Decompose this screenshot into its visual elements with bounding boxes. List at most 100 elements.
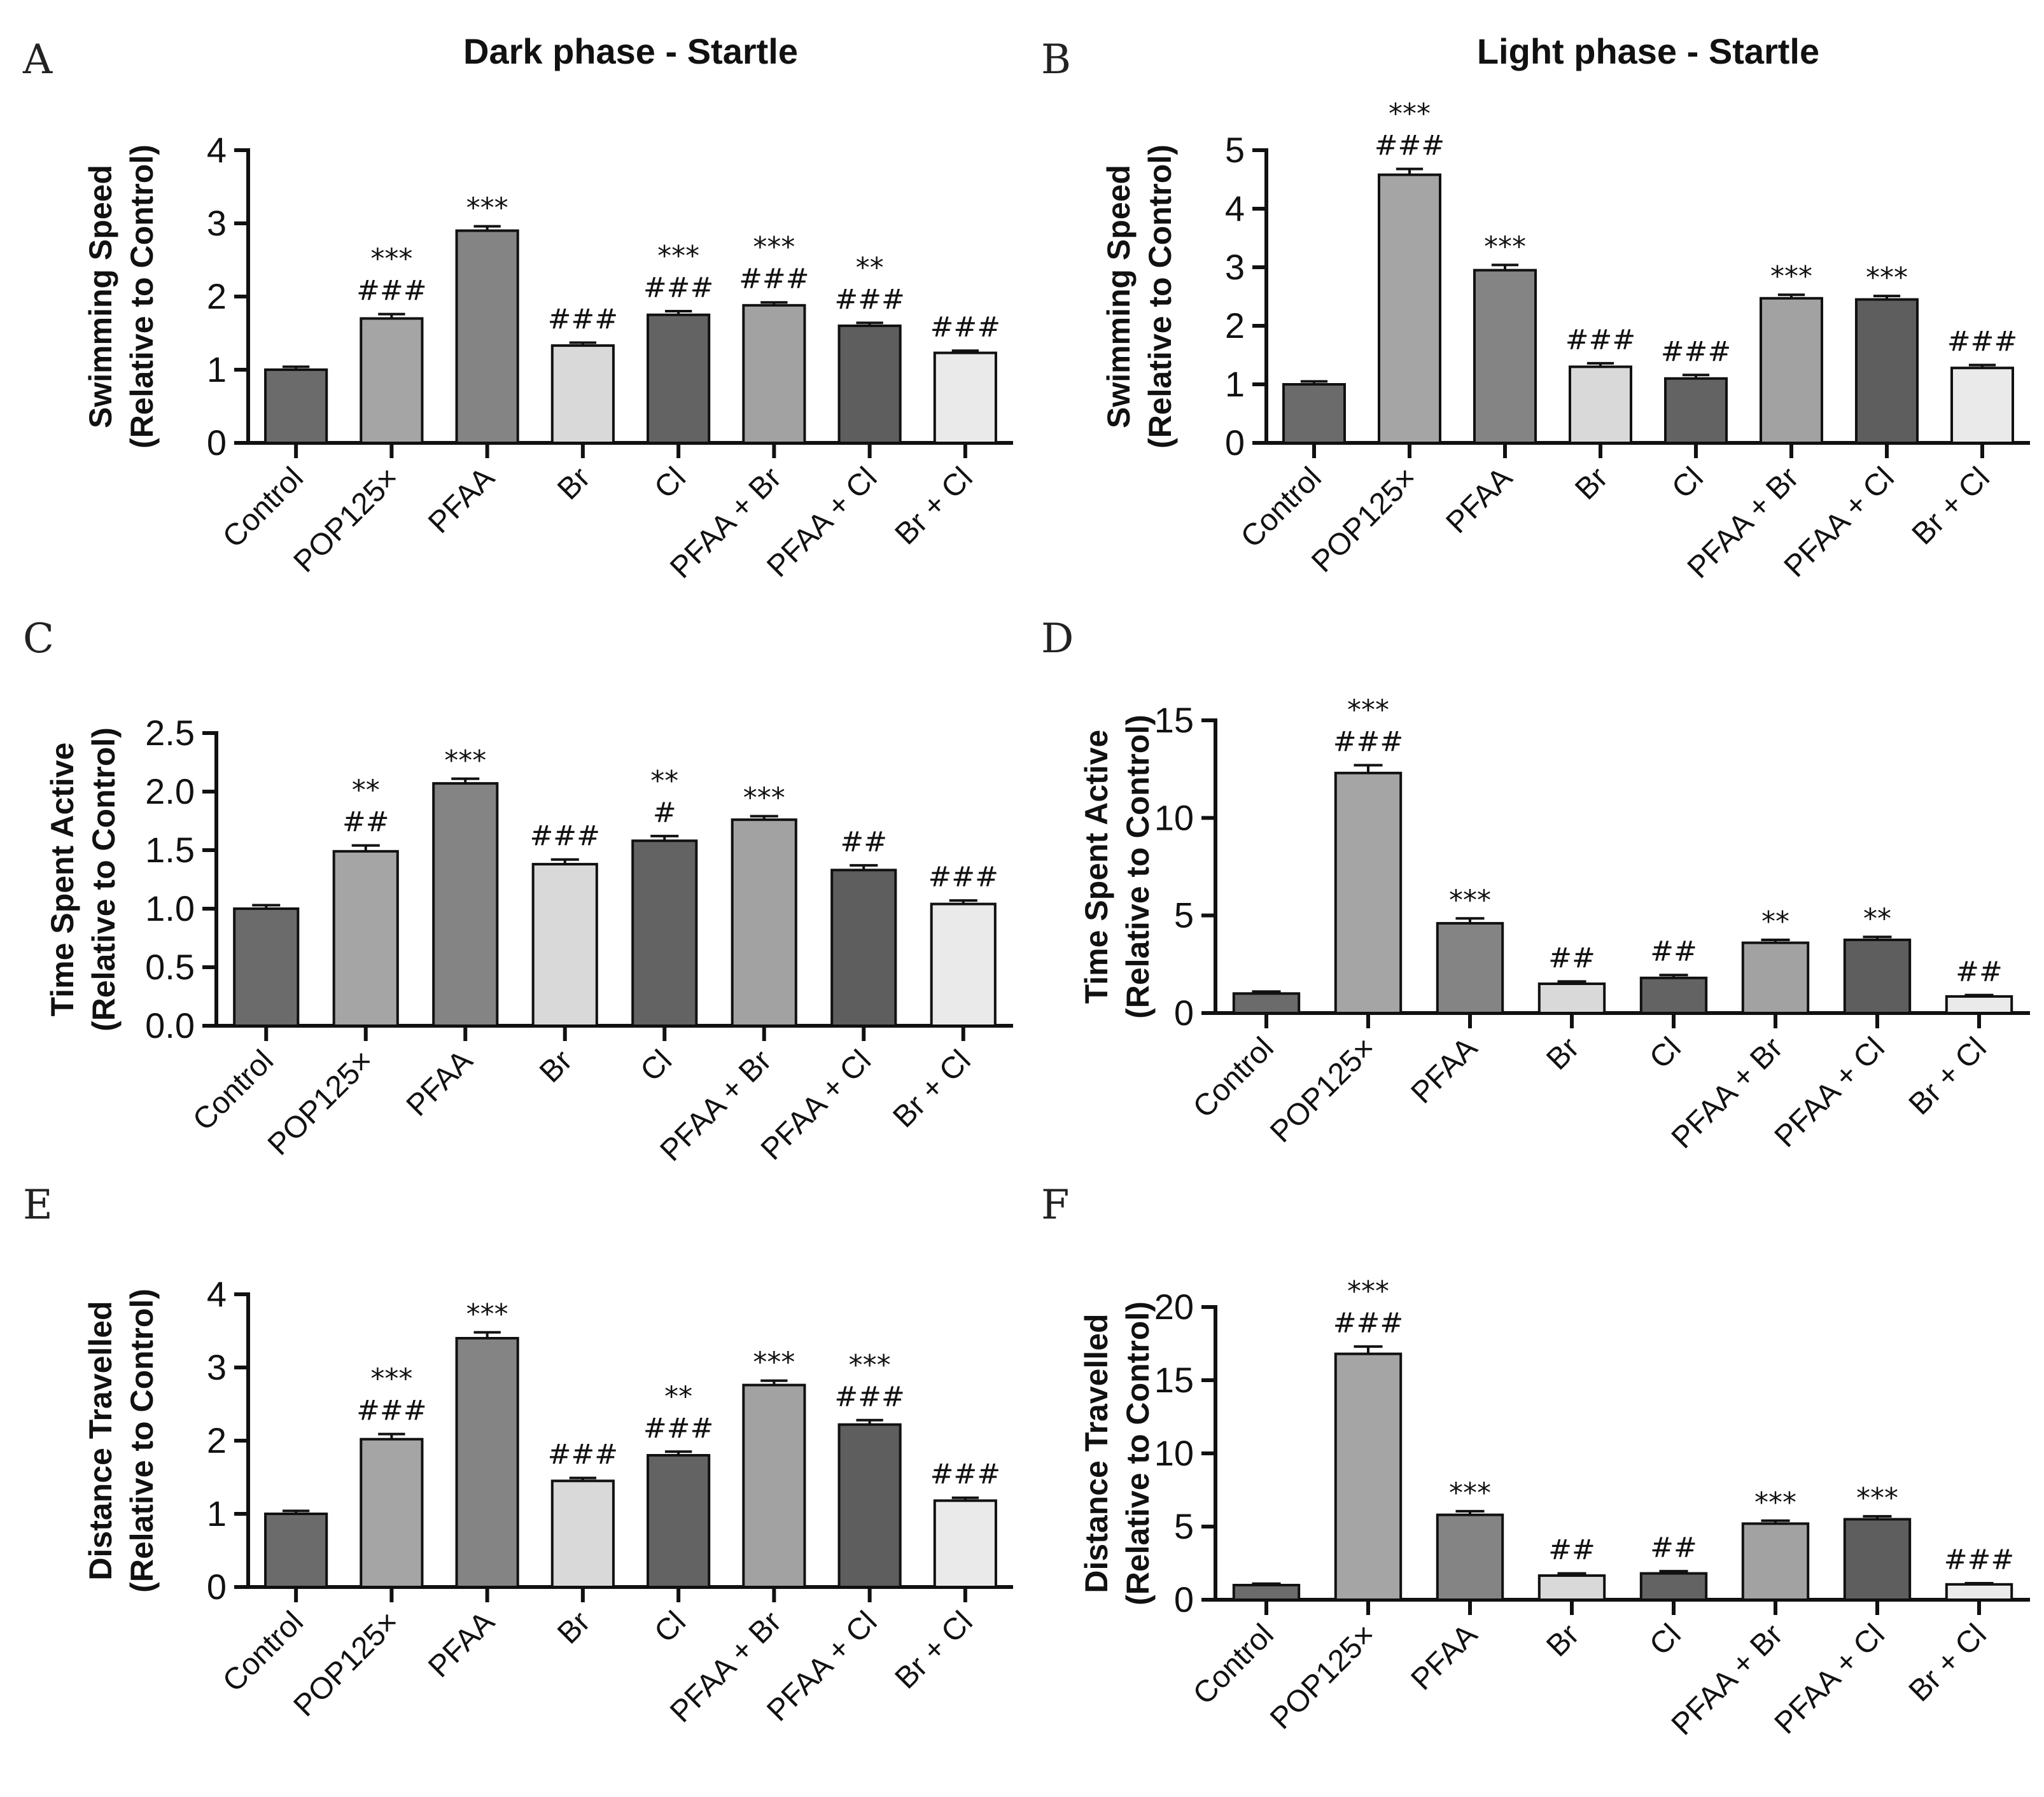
category-label: PFAA xyxy=(422,461,501,540)
significance-hash: ### xyxy=(548,303,619,335)
y-tick-label: 15 xyxy=(1154,1360,1194,1400)
significance-hash: ### xyxy=(1661,335,1732,368)
category-label: Cl xyxy=(1665,461,1710,505)
category-label: Cl xyxy=(1643,1618,1688,1662)
bar xyxy=(531,863,598,1027)
bar xyxy=(1334,1352,1403,1602)
panel-b: B Light phase - Startle Swimming Speed (Rel… xyxy=(1041,31,2030,585)
category-label: Br + Cl xyxy=(886,1044,977,1134)
y-tick-label: 0 xyxy=(207,1567,227,1607)
bar xyxy=(731,818,797,1028)
category-label: Br xyxy=(551,461,596,506)
significance-hash: ### xyxy=(930,311,1001,344)
panel-c: C Time Spent Active (Relative to Control) 0… xyxy=(23,615,1013,1168)
significance-hash: ### xyxy=(548,1439,619,1471)
y-tick-label: 2 xyxy=(207,1420,227,1460)
y-tick-label: 5 xyxy=(1225,130,1245,170)
significance-stars: *** xyxy=(849,1349,891,1381)
panel-letter: D xyxy=(1041,615,1074,662)
significance-stars: *** xyxy=(753,231,795,263)
significance-hash: ## xyxy=(1650,1532,1697,1564)
category-label: Cl xyxy=(648,461,692,505)
significance-hash: ### xyxy=(1944,1544,2015,1576)
category-label: POP125× xyxy=(1264,1618,1382,1736)
significance-hash: ### xyxy=(739,263,809,295)
category-label: Br + Cl xyxy=(1906,461,1996,551)
bar xyxy=(933,1499,997,1589)
y-axis-label: Distance Travelled xyxy=(1079,1313,1114,1593)
significance-hash: ### xyxy=(356,275,427,307)
y-tick-label: 0 xyxy=(1174,1579,1194,1619)
category-label: POP125× xyxy=(288,461,406,579)
bar xyxy=(1945,995,2013,1015)
y-tick-label: 0 xyxy=(207,423,227,463)
y-axis-label: Swimming Speed xyxy=(83,165,118,428)
bar xyxy=(1569,365,1632,445)
significance-stars: *** xyxy=(370,243,412,276)
significance-stars: *** xyxy=(1449,1477,1491,1509)
panel-a: A Dark phase - Startle Swimming Speed (Rela… xyxy=(22,31,1013,585)
category-label: POP125× xyxy=(262,1044,380,1162)
y-tick-label: 0 xyxy=(1174,993,1194,1033)
significance-stars: *** xyxy=(1449,884,1491,916)
category-label: PFAA xyxy=(1440,461,1519,540)
panel-letter: F xyxy=(1041,1182,1069,1229)
bar xyxy=(1232,1584,1301,1601)
bar xyxy=(360,317,424,444)
y-tick-label: 4 xyxy=(207,130,227,170)
y-axis-label: Swimming Speed xyxy=(1101,165,1137,428)
category-label: Br + Cl xyxy=(1903,1618,1993,1708)
bar xyxy=(1945,1583,2013,1602)
bar xyxy=(1334,771,1403,1015)
significance-stars: ** xyxy=(856,251,884,284)
bar xyxy=(1855,298,1919,444)
y-axis-label-unit: (Relative to Control) xyxy=(1120,1301,1156,1605)
bar xyxy=(742,1383,806,1589)
y-tick-label: 15 xyxy=(1154,700,1194,740)
panel-letter: E xyxy=(23,1182,53,1229)
category-label: PFAA xyxy=(422,1605,501,1684)
significance-hash: ## xyxy=(1956,956,2003,988)
significance-stars: ** xyxy=(664,1380,692,1413)
category-label: Br + Cl xyxy=(889,461,979,551)
category-label: Br xyxy=(1540,1618,1585,1663)
y-tick-label: 2.5 xyxy=(145,713,195,753)
category-label: Control xyxy=(1235,461,1328,554)
y-tick-label: 10 xyxy=(1154,797,1194,837)
bar xyxy=(930,902,997,1028)
y-tick-label: 1 xyxy=(207,349,227,389)
bar xyxy=(455,1337,519,1588)
bar xyxy=(837,1423,902,1588)
bar xyxy=(1664,377,1728,444)
bar xyxy=(647,1454,711,1588)
bar xyxy=(1639,1572,1708,1602)
y-tick-label: 1.0 xyxy=(145,888,195,928)
category-label: Br xyxy=(1569,461,1614,506)
y-tick-label: 1.5 xyxy=(145,830,195,870)
category-label: POP125× xyxy=(1264,1031,1382,1149)
category-label: PFAA xyxy=(400,1044,479,1122)
y-tick-label: 2 xyxy=(1225,305,1245,346)
bar xyxy=(360,1437,424,1588)
y-axis-label: Distance Travelled xyxy=(83,1301,118,1580)
y-tick-label: 2.0 xyxy=(145,771,195,811)
y-axis-label-unit: (Relative to Control) xyxy=(1142,144,1178,449)
category-label: Cl xyxy=(648,1605,692,1649)
category-label: Cl xyxy=(1643,1031,1688,1075)
significance-hash: # xyxy=(653,797,676,829)
bar xyxy=(1378,173,1441,444)
significance-stars: *** xyxy=(1347,694,1389,727)
category-label: Br xyxy=(1540,1031,1585,1076)
bar xyxy=(1537,1574,1606,1602)
bar xyxy=(1436,921,1504,1015)
panel-e: E Distance Travelled (Relative to Control)… xyxy=(23,1182,1013,1729)
significance-hash: ### xyxy=(1375,129,1445,162)
y-tick-label: 4 xyxy=(207,1274,227,1314)
category-label: Control xyxy=(216,1605,310,1698)
bar xyxy=(432,782,499,1027)
category-label: PFAA + Cl xyxy=(755,1044,878,1166)
bar xyxy=(550,1479,615,1588)
significance-stars: ** xyxy=(650,765,678,797)
bar xyxy=(631,839,698,1028)
bar xyxy=(455,229,519,444)
